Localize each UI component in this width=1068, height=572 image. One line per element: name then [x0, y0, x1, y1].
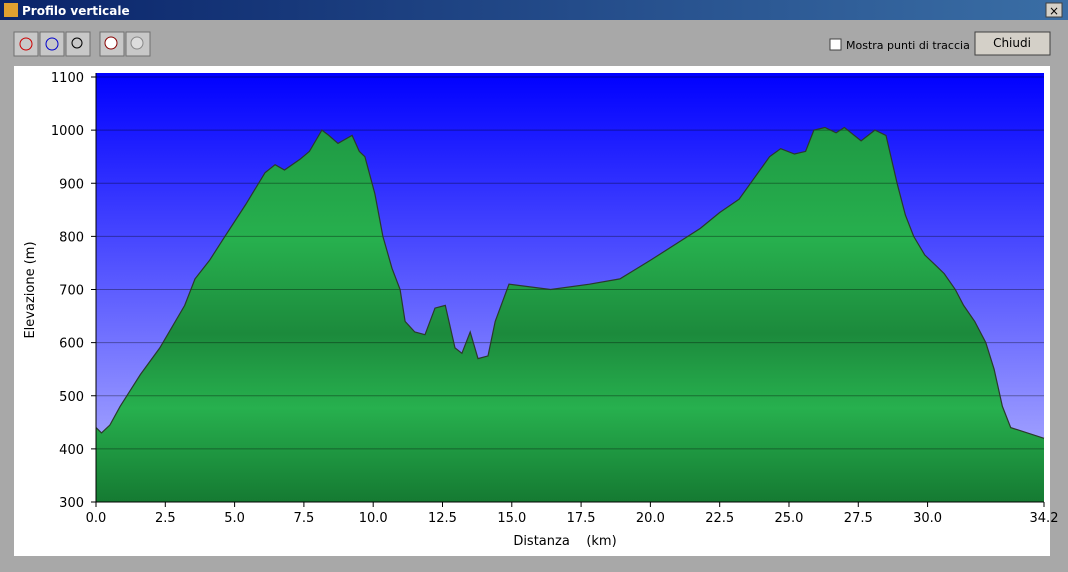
x-tick-label: 2.5 — [155, 511, 176, 526]
x-tick-label: 12.5 — [428, 511, 457, 526]
y-tick-label: 1000 — [51, 124, 84, 139]
y-tick-label: 300 — [59, 496, 84, 511]
x-tick-label: 34.2 — [1030, 511, 1059, 526]
x-tick-label: 17.5 — [567, 511, 596, 526]
close-dialog-button[interactable] — [974, 31, 1051, 56]
tool-icon — [71, 37, 83, 49]
x-tick-label: 27.5 — [844, 511, 873, 526]
tool-button[interactable] — [13, 31, 39, 57]
y-tick-label: 1100 — [51, 71, 84, 86]
x-tick-label: 10.0 — [359, 511, 388, 526]
app-icon — [4, 3, 18, 17]
y-tick-label: 500 — [59, 390, 84, 405]
x-tick-label: 22.5 — [705, 511, 734, 526]
close-icon: × — [1049, 4, 1059, 18]
y-axis-label: Elevazione (m) — [23, 241, 38, 338]
title-bar — [0, 0, 1068, 20]
x-tick-label: 15.0 — [497, 511, 526, 526]
x-axis-label: Distanza (km) — [513, 534, 616, 549]
x-tick-label: 20.0 — [636, 511, 665, 526]
elevation-line — [95, 126, 1045, 439]
tool-icon — [130, 36, 144, 50]
x-tick-label: 7.5 — [294, 511, 315, 526]
y-tick-label: 800 — [59, 230, 84, 245]
toolbar — [13, 31, 151, 57]
x-tick-label: 0.0 — [86, 511, 107, 526]
x-tick-label: 5.0 — [224, 511, 245, 526]
y-tick-label: 400 — [59, 443, 84, 458]
close-button[interactable] — [1045, 2, 1063, 18]
tool-icon — [19, 37, 33, 51]
button-label: Chiudi — [993, 36, 1031, 50]
checkbox[interactable] — [829, 38, 842, 51]
y-tick-label: 700 — [59, 284, 84, 299]
window-title: Profilo verticale — [22, 4, 130, 18]
chart: 300 400 500 600 700 800 900 1000 1100 0.0 2.5 5.0 7.… — [51, 71, 1059, 526]
tool-icon — [45, 37, 59, 51]
y-tick-label: 600 — [59, 337, 84, 352]
tool-button[interactable] — [65, 31, 91, 57]
checkbox-label: Mostra punti di traccia — [846, 39, 970, 52]
area — [96, 127, 1044, 502]
tool-button[interactable] — [39, 31, 65, 57]
tool-icon — [104, 36, 118, 50]
x-tick-label: 30.0 — [913, 511, 942, 526]
y-tick-label: 900 — [59, 177, 84, 192]
x-tick-label: 25.0 — [775, 511, 804, 526]
